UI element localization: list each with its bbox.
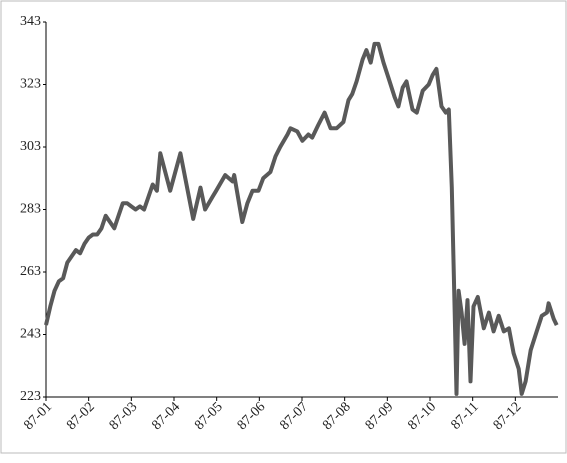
y-tick-label: 223: [20, 389, 41, 404]
x-tick-label: 87-08: [320, 399, 354, 433]
x-tick-label: 87-02: [64, 399, 98, 433]
y-tick-label: 263: [20, 264, 41, 279]
y-tick-label: 303: [20, 139, 41, 154]
y-tick-label: 243: [20, 327, 41, 342]
x-tick-label: 87-12: [491, 399, 525, 433]
x-tick-label: 87-05: [192, 399, 226, 433]
x-tick-label: 87-03: [107, 399, 141, 433]
x-tick-label: 87-04: [149, 399, 183, 433]
x-tick-label: 87-10: [405, 399, 439, 433]
x-tick-label: 87-11: [448, 399, 481, 432]
x-tick-label: 87-07: [277, 399, 311, 433]
y-tick-label: 323: [20, 77, 41, 92]
y-tick-label: 283: [20, 202, 41, 217]
price-line: [44, 41, 559, 396]
x-tick-label: 87-01: [21, 399, 55, 433]
x-tick-label: 87-06: [235, 399, 269, 433]
y-tick-label: 343: [20, 14, 41, 29]
x-tick-label: 87-09: [363, 399, 397, 433]
